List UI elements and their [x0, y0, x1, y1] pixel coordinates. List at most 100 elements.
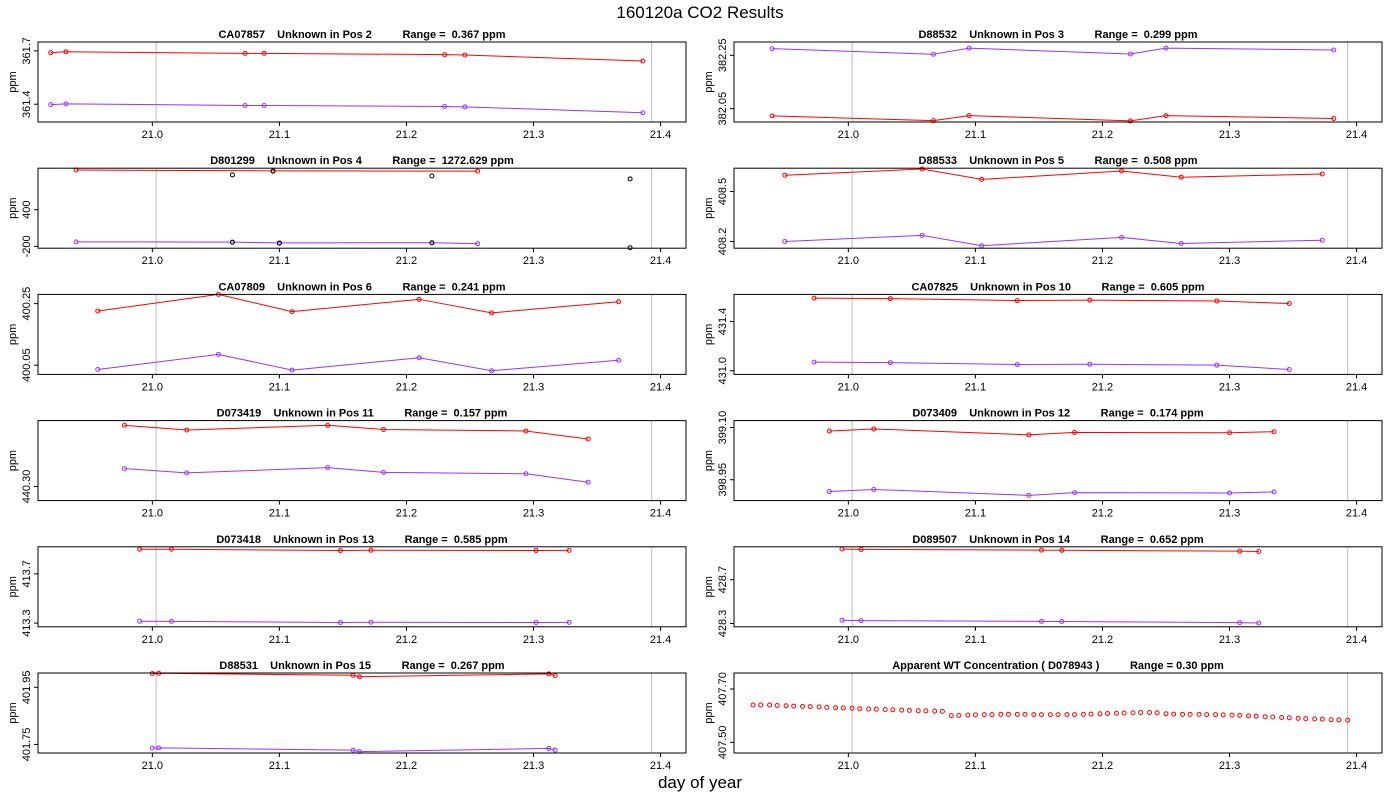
- x-tick-label: 21.4: [650, 760, 671, 772]
- data-point: [1014, 362, 1020, 368]
- x-tick-label: 21.0: [142, 508, 163, 520]
- data-point: [1227, 430, 1233, 436]
- data-point: [1328, 717, 1334, 723]
- data-point: [48, 50, 54, 56]
- data-point: [168, 618, 174, 624]
- data-point: [1331, 47, 1337, 53]
- data-point: [750, 702, 756, 708]
- y-axis-label: ppm: [7, 702, 19, 723]
- data-point: [979, 176, 985, 182]
- data-point: [640, 110, 646, 116]
- data-point: [552, 747, 558, 753]
- x-tick-label: 21.1: [965, 255, 986, 267]
- x-tick-label: 21.3: [1219, 634, 1240, 646]
- x-tick-label: 21.3: [1219, 508, 1240, 520]
- data-point: [184, 470, 190, 476]
- data-point: [1271, 429, 1277, 435]
- x-tick-label: 21.2: [396, 129, 417, 141]
- data-point: [215, 351, 221, 357]
- data-point: [356, 749, 362, 755]
- data-point: [839, 617, 845, 623]
- y-axis-label: ppm: [703, 71, 715, 92]
- data-point: [229, 239, 235, 245]
- data-point: [1163, 711, 1169, 717]
- data-point: [769, 113, 775, 119]
- y-axis-label: ppm: [7, 197, 19, 218]
- plot-frame: [37, 546, 687, 628]
- data-point: [416, 355, 422, 361]
- data-point: [546, 671, 552, 677]
- data-point: [585, 479, 591, 485]
- x-tick-label: 21.1: [965, 381, 986, 393]
- data-point: [1214, 298, 1220, 304]
- data-point: [833, 705, 839, 711]
- data-point: [1059, 619, 1065, 625]
- data-point: [1336, 717, 1342, 723]
- series-line: [139, 620, 570, 623]
- data-point: [965, 712, 971, 718]
- series-line: [124, 467, 589, 483]
- chart-panel-4: D88533 Unknown in Pos 5 Range = 0.508 pp…: [703, 155, 1383, 267]
- data-point: [1022, 711, 1028, 717]
- data-point: [95, 308, 101, 314]
- data-point: [1204, 712, 1210, 718]
- chart-panel-1: CA07857 Unknown in Pos 2 Range = 0.367 p…: [7, 29, 687, 141]
- data-point: [1286, 301, 1292, 307]
- data-point: [381, 469, 387, 475]
- chart-panel-6: CA07825 Unknown in Pos 10 Range = 0.605 …: [703, 281, 1383, 393]
- data-point: [1127, 51, 1133, 57]
- data-point: [184, 427, 190, 433]
- data-point: [824, 704, 830, 710]
- chart-title: D089507 Unknown in Pos 14 Range = 0.652 …: [912, 534, 1204, 546]
- y-tick-label: 413.3: [21, 609, 33, 637]
- data-point: [1256, 620, 1262, 626]
- series-line: [784, 234, 1323, 247]
- data-point: [1237, 548, 1243, 554]
- chart-panel-3: D801299 Unknown in Pos 4 Range = 1272.62…: [7, 155, 687, 267]
- x-tick-label: 21.0: [142, 129, 163, 141]
- x-tick-label: 21.4: [1346, 255, 1367, 267]
- x-tick-label: 21.0: [142, 255, 163, 267]
- series-line: [139, 548, 570, 551]
- page-title: 160120a CO2 Results: [616, 3, 784, 22]
- chart-title: Apparent WT Concentration ( D078943 ) Ra…: [892, 660, 1224, 672]
- data-point: [1213, 712, 1219, 718]
- data-point: [1227, 490, 1233, 496]
- y-tick-label: 431.0: [717, 357, 729, 385]
- chart-title: CA07857 Unknown in Pos 2 Range = 0.367 p…: [218, 29, 505, 41]
- data-point: [1072, 712, 1078, 718]
- data-point: [137, 618, 143, 624]
- x-tick-label: 21.4: [1346, 634, 1367, 646]
- y-tick-label: 398.95: [717, 463, 729, 497]
- data-point: [337, 547, 343, 553]
- plot-frame: [37, 41, 687, 123]
- y-tick-label: 361.7: [21, 37, 33, 65]
- x-tick-label: 21.3: [1219, 255, 1240, 267]
- data-point: [1237, 620, 1243, 626]
- data-point: [1256, 549, 1262, 555]
- data-point: [416, 296, 422, 302]
- plot-frame: [37, 420, 687, 502]
- series-line: [829, 488, 1275, 496]
- x-tick-label: 21.1: [269, 129, 290, 141]
- x-tick-label: 21.0: [142, 634, 163, 646]
- data-point: [1253, 713, 1259, 719]
- y-tick-label: 407.50: [717, 726, 729, 760]
- x-tick-label: 21.2: [396, 760, 417, 772]
- x-tick-label: 21.2: [1092, 508, 1113, 520]
- data-point: [368, 619, 374, 625]
- x-tick-label: 21.2: [1092, 381, 1113, 393]
- data-point: [442, 104, 448, 110]
- x-tick-label: 21.2: [1092, 255, 1113, 267]
- x-tick-label: 21.1: [269, 760, 290, 772]
- data-point: [1088, 711, 1094, 717]
- data-point: [1038, 547, 1044, 553]
- data-point: [325, 422, 331, 428]
- x-tick-label: 21.2: [1092, 760, 1113, 772]
- data-point: [1047, 712, 1053, 718]
- x-tick-label: 21.3: [523, 508, 544, 520]
- data-point: [489, 368, 495, 374]
- data-point: [73, 239, 79, 245]
- series-line: [76, 169, 478, 172]
- series-line: [97, 353, 619, 372]
